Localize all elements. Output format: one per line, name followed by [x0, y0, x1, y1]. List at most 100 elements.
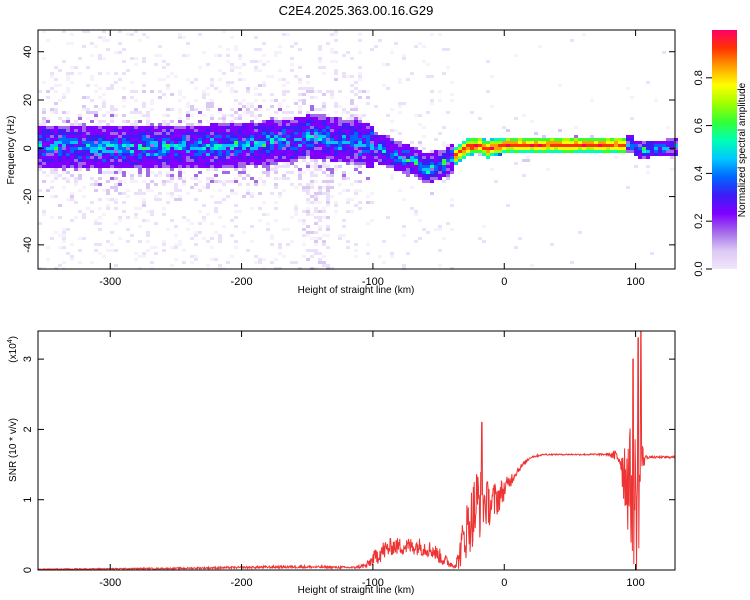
heatmap-cell: [446, 144, 450, 147]
heatmap-cell: [118, 42, 122, 45]
heatmap-cell: [130, 126, 134, 129]
spectrogram-x-tick-label: -200: [231, 276, 253, 288]
heatmap-cell: [306, 201, 310, 204]
heatmap-cell: [238, 162, 242, 165]
heatmap-cell: [302, 153, 306, 156]
heatmap-cell: [166, 180, 170, 183]
heatmap-cell: [186, 165, 190, 168]
heatmap-cell: [358, 51, 362, 54]
heatmap-cell: [118, 168, 122, 171]
heatmap-cell: [290, 135, 294, 138]
heatmap-cell: [494, 147, 498, 150]
heatmap-cell: [510, 150, 514, 153]
heatmap-cell: [186, 138, 190, 141]
heatmap-cell: [38, 156, 42, 159]
heatmap-cell: [118, 138, 122, 141]
heatmap-cell: [314, 162, 318, 165]
heatmap-cell: [254, 255, 258, 258]
heatmap-cell: [358, 123, 362, 126]
heatmap-cell: [50, 111, 54, 114]
heatmap-cell: [314, 147, 318, 150]
heatmap-cell: [238, 114, 242, 117]
heatmap-cell: [186, 192, 190, 195]
heatmap-cell: [410, 141, 414, 144]
heatmap-cell: [182, 138, 186, 141]
heatmap-cell: [250, 144, 254, 147]
heatmap-cell: [62, 165, 66, 168]
heatmap-cell: [154, 165, 158, 168]
heatmap-cell: [402, 168, 406, 171]
heatmap-cell: [94, 114, 98, 117]
heatmap-cell: [50, 171, 54, 174]
heatmap-cell: [538, 147, 542, 150]
heatmap-cell: [206, 105, 210, 108]
heatmap-cell: [54, 66, 58, 69]
heatmap-cell: [342, 129, 346, 132]
heatmap-cell: [58, 150, 62, 153]
heatmap-cell: [314, 249, 318, 252]
heatmap-cell: [102, 135, 106, 138]
heatmap-cell: [46, 120, 50, 123]
heatmap-cell: [266, 162, 270, 165]
heatmap-cell: [222, 162, 226, 165]
heatmap-cell: [330, 177, 334, 180]
heatmap-cell: [442, 237, 446, 240]
heatmap-cell: [310, 237, 314, 240]
heatmap-cell: [354, 153, 358, 156]
heatmap-cell: [98, 153, 102, 156]
heatmap-cell: [318, 153, 322, 156]
heatmap-cell: [322, 216, 326, 219]
heatmap-cell: [110, 135, 114, 138]
heatmap-cell: [250, 162, 254, 165]
heatmap-cell: [94, 180, 98, 183]
heatmap-cell: [566, 147, 570, 150]
heatmap-cell: [254, 183, 258, 186]
heatmap-cell: [90, 177, 94, 180]
snr-x-tick-label: -300: [99, 577, 121, 589]
heatmap-cell: [354, 180, 358, 183]
heatmap-cell: [186, 159, 190, 162]
heatmap-cell: [358, 147, 362, 150]
heatmap-cell: [62, 240, 66, 243]
heatmap-cell: [354, 114, 358, 117]
heatmap-cell: [214, 258, 218, 261]
heatmap-cell: [330, 144, 334, 147]
heatmap-cell: [154, 54, 158, 57]
heatmap-cell: [382, 84, 386, 87]
heatmap-cell: [158, 156, 162, 159]
heatmap-cell: [98, 126, 102, 129]
heatmap-cell: [198, 162, 202, 165]
heatmap-cell: [150, 261, 154, 264]
heatmap-cell: [46, 156, 50, 159]
heatmap-cell: [386, 156, 390, 159]
heatmap-cell: [474, 150, 478, 153]
heatmap-cell: [258, 132, 262, 135]
heatmap-cell: [438, 90, 442, 93]
heatmap-cell: [310, 153, 314, 156]
heatmap-cell: [374, 165, 378, 168]
heatmap-cell: [150, 90, 154, 93]
heatmap-cell: [658, 150, 662, 153]
heatmap-cell: [66, 78, 70, 81]
heatmap-cell: [310, 129, 314, 132]
heatmap-cell: [386, 216, 390, 219]
heatmap-cell: [354, 204, 358, 207]
heatmap-cell: [62, 60, 66, 63]
heatmap-cell: [274, 219, 278, 222]
heatmap-cell: [226, 261, 230, 264]
heatmap-cell: [262, 171, 266, 174]
heatmap-cell: [422, 153, 426, 156]
heatmap-cell: [394, 162, 398, 165]
heatmap-cell: [222, 114, 226, 117]
heatmap-cell: [330, 96, 334, 99]
heatmap-cell: [322, 120, 326, 123]
heatmap-cell: [326, 153, 330, 156]
heatmap-cell: [186, 126, 190, 129]
heatmap-cell: [190, 159, 194, 162]
heatmap-cell: [166, 144, 170, 147]
heatmap-cell: [350, 141, 354, 144]
heatmap-cell: [54, 159, 58, 162]
heatmap-cell: [298, 66, 302, 69]
